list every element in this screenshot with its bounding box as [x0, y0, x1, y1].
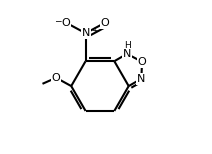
Text: O: O: [61, 18, 70, 28]
Text: O: O: [52, 73, 60, 83]
Text: N: N: [137, 74, 146, 84]
Text: −: −: [54, 16, 61, 25]
Text: +: +: [91, 26, 97, 35]
Text: N: N: [82, 28, 91, 38]
Text: O: O: [101, 18, 110, 28]
Text: O: O: [138, 57, 146, 67]
Text: H: H: [124, 41, 130, 50]
Text: N: N: [123, 49, 131, 59]
